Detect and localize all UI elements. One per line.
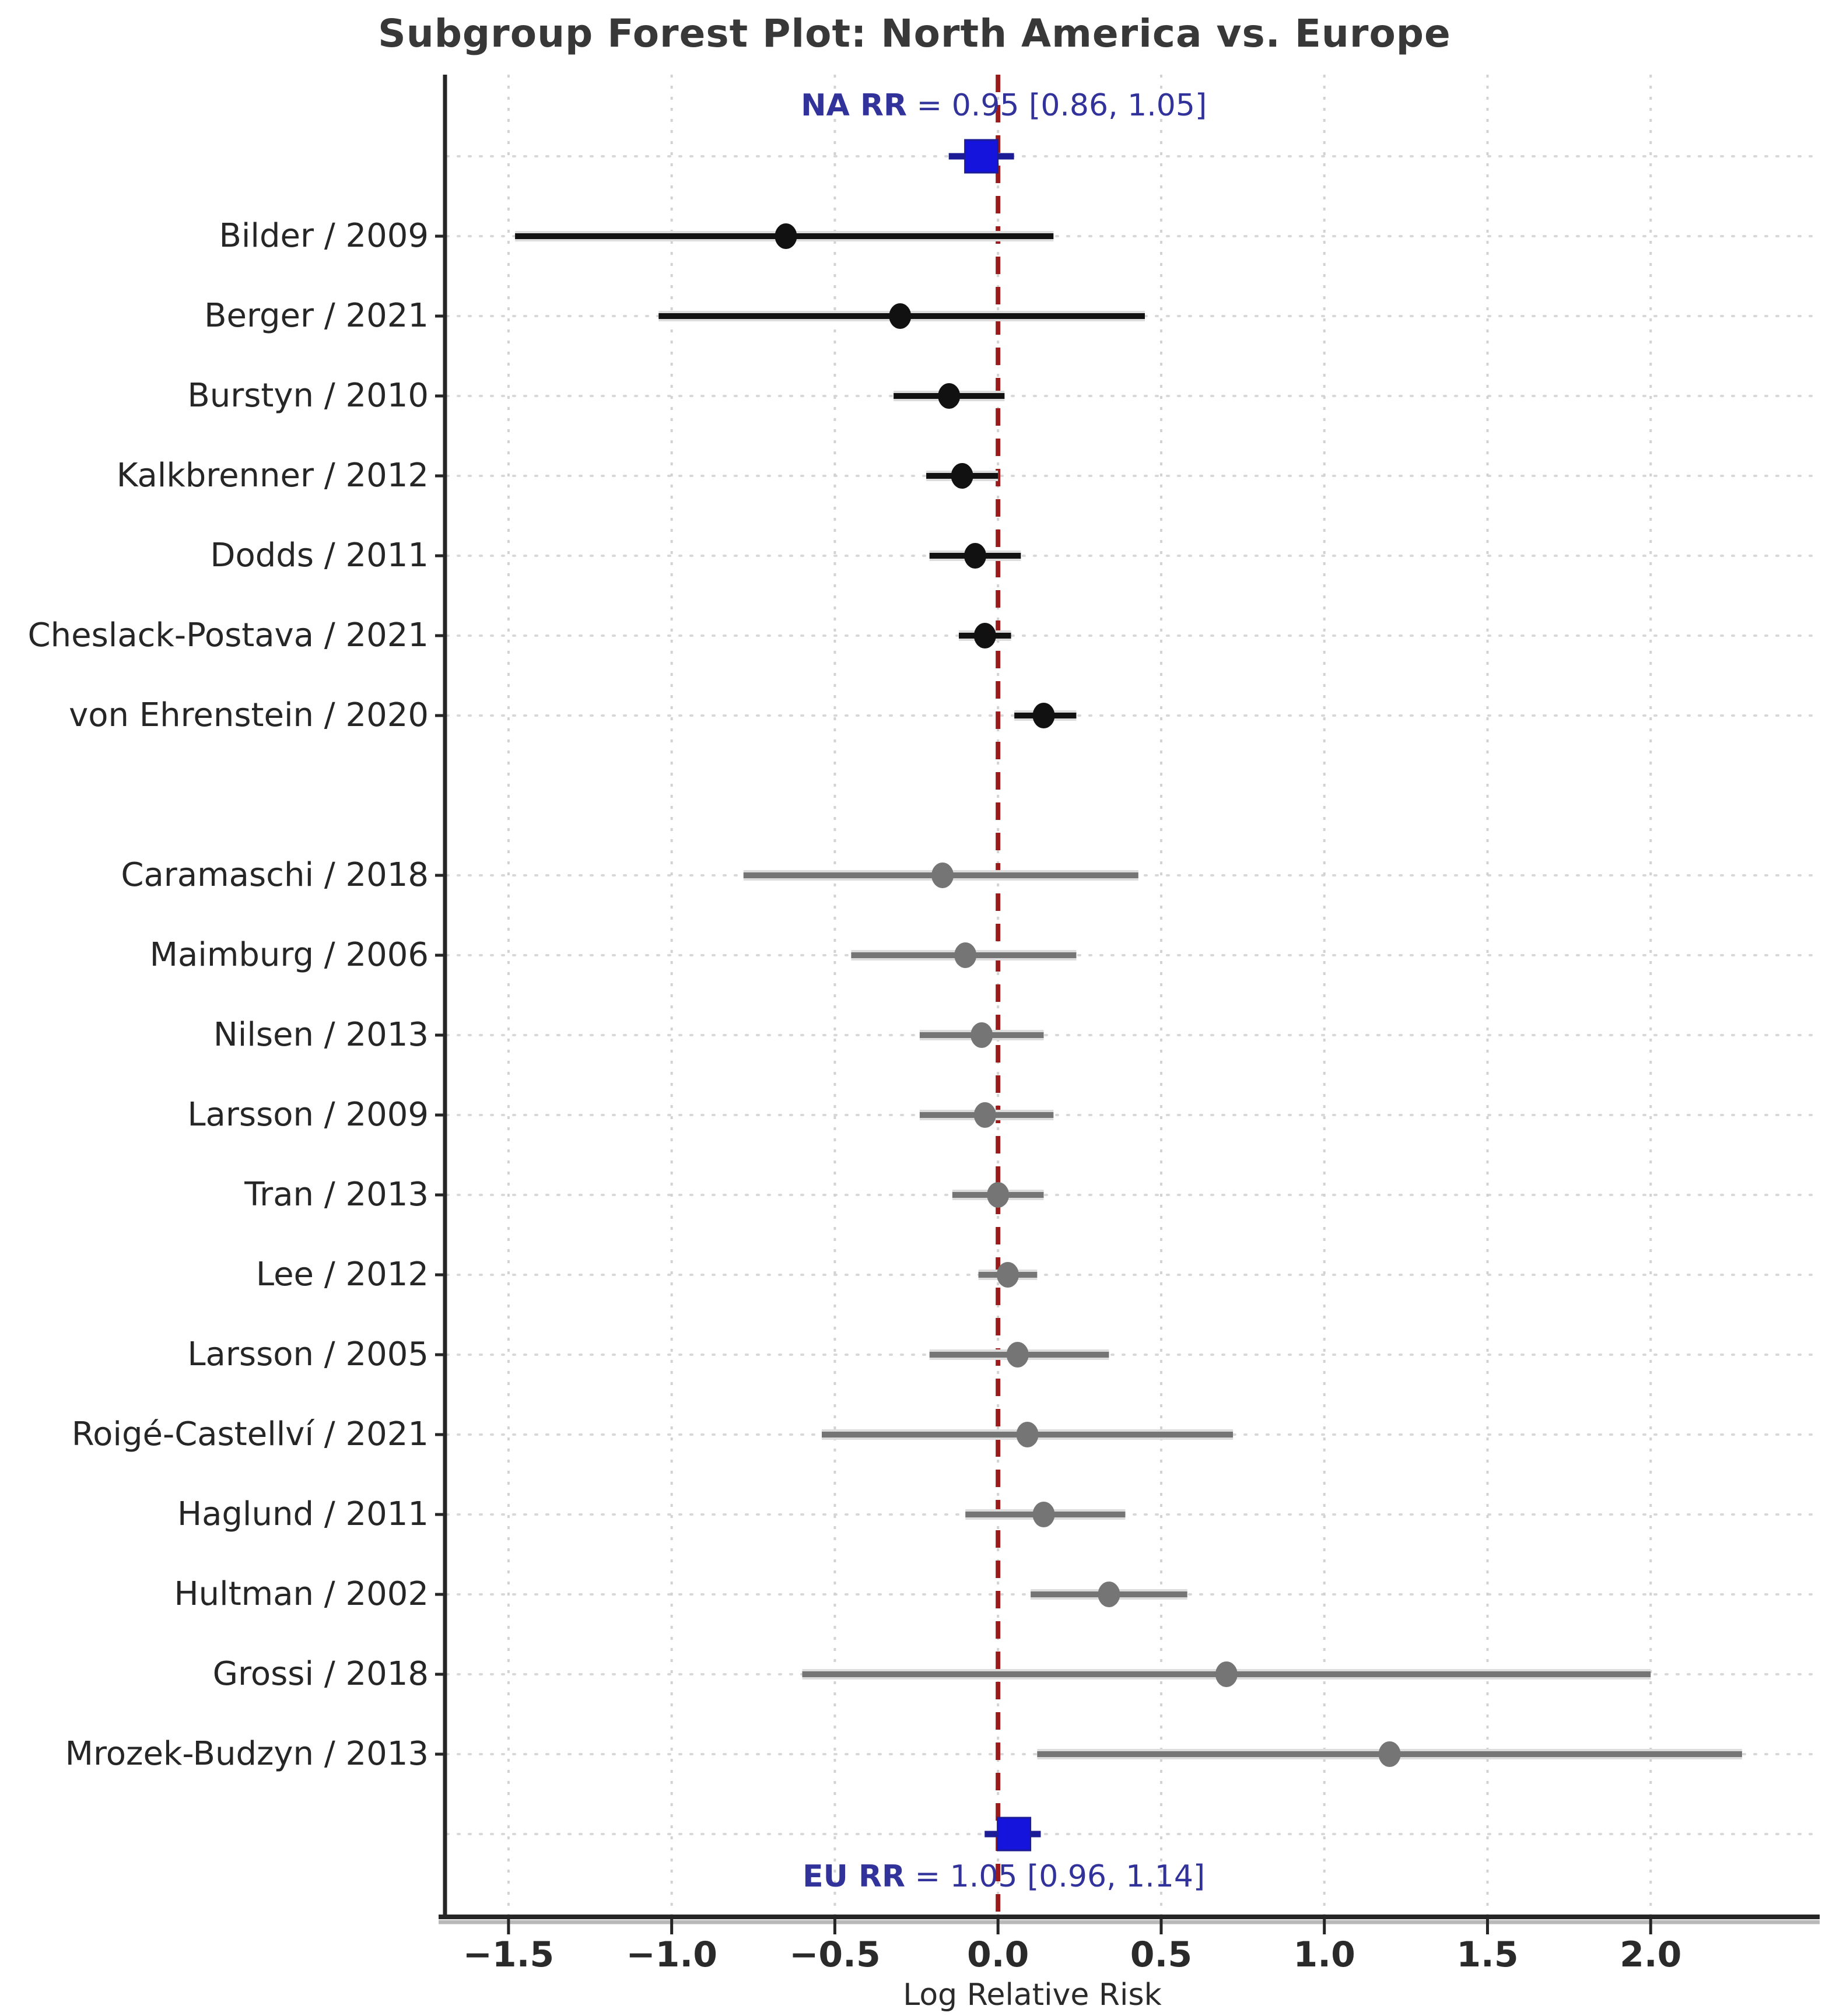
x-tick-label: 1.5 [1456,1934,1519,1975]
eu-summary-annotation-value: = 1.05 [0.96, 1.14] [905,1859,1206,1894]
x-tick-label: 1.0 [1293,1934,1355,1975]
x-tick-label: 0.0 [967,1934,1029,1975]
study-label: Hultman / 2002 [174,1575,429,1613]
eu-summary-annotation-prefix: EU RR [803,1859,906,1894]
gridlines [507,75,1652,1917]
x-axis-title: Log Relative Risk [903,1978,1162,2013]
x-tick-label: 2.0 [1620,1934,1682,1975]
confidence-intervals [515,139,1742,1852]
study-label: Maimburg / 2006 [149,936,429,974]
study-label: Lee / 2012 [255,1256,429,1293]
na-summary-annotation: NA RR = 0.95 [0.86, 1.05] [595,85,1412,126]
study-label: Dodds / 2011 [210,537,429,574]
study-label: von Ehrenstein / 2020 [69,696,429,734]
study-label: Kalkbrenner / 2012 [116,457,429,495]
study-label: Cheslack-Postava / 2021 [27,616,429,654]
x-tick-label: −0.5 [789,1934,881,1975]
study-label: Berger / 2021 [204,297,429,335]
study-label: Burstyn / 2010 [187,377,429,415]
row-guides [446,155,1815,1835]
study-label: Caramaschi / 2018 [121,856,429,894]
x-tick-label: 0.5 [1130,1934,1193,1975]
study-label: Bilder / 2009 [219,217,429,255]
study-label: Larsson / 2009 [187,1096,429,1134]
study-label: Roigé-Castellví / 2021 [71,1415,429,1453]
eu-summary-annotation: EU RR = 1.05 [0.96, 1.14] [595,1856,1412,1897]
na-summary-annotation-value: = 0.95 [0.86, 1.05] [907,88,1207,123]
study-label: Haglund / 2011 [177,1495,429,1533]
study-label: Grossi / 2018 [212,1655,429,1693]
study-label: Mrozek-Budzyn / 2013 [65,1735,429,1773]
x-tick-label: −1.5 [462,1934,555,1975]
study-label: Nilsen / 2013 [213,1016,429,1054]
na-summary-annotation-prefix: NA RR [801,88,908,123]
study-label: Tran / 2013 [244,1176,429,1214]
x-tick-label: −1.0 [626,1934,717,1975]
chart-title: Subgroup Forest Plot: North America vs. … [378,11,1451,56]
study-label: Larsson / 2005 [187,1335,429,1373]
axes [435,75,1820,1934]
